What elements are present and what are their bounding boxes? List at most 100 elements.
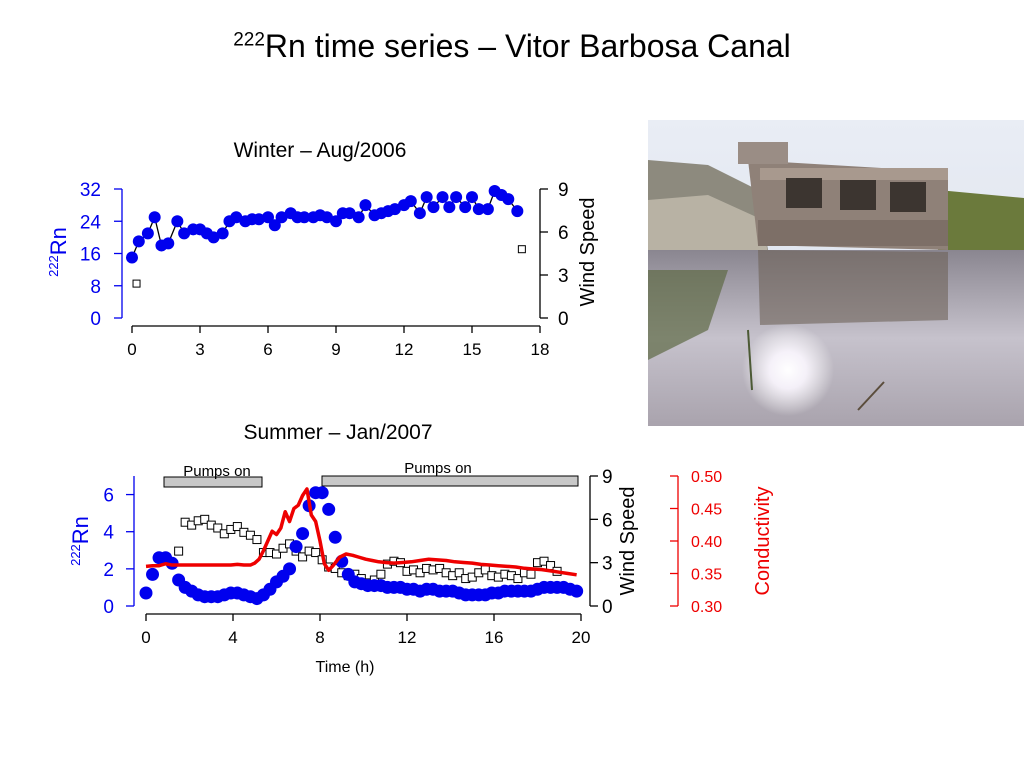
summer-left-tick-label: 4 [103, 523, 114, 544]
winter-rn-point [320, 211, 333, 224]
summer-left-ticks: 0 2 4 6 [103, 486, 134, 618]
winter-x-tick-label: 3 [195, 340, 204, 359]
winter-rn-point [148, 211, 161, 224]
conductivity-tick-label: 0.40 [691, 534, 722, 551]
winter-rn-point [126, 251, 138, 264]
photo-building-window-1 [786, 178, 822, 208]
winter-left-tick-label: 16 [80, 245, 101, 266]
conductivity-tick-label: 0.35 [691, 567, 722, 584]
summer-left-axis-label: 222Rn [68, 516, 93, 566]
summer-wind-series [174, 514, 562, 588]
winter-rn-point [268, 219, 281, 232]
summer-wind-point [200, 514, 210, 524]
winter-chart: Winter – Aug/2006 0 8 16 24 32 222Rn 0 3 6 9 Wi… [46, 139, 599, 359]
slide-title-text: Rn time series – Vitor Barbosa Canal [264, 28, 791, 64]
summer-rn-point [289, 540, 303, 554]
photo-building-window-3 [890, 182, 926, 212]
canal-pumping-station-photo [648, 120, 1024, 426]
summer-left-tick-label: 2 [103, 560, 114, 581]
winter-rn-point [359, 199, 372, 212]
summer-rn-point [283, 562, 297, 576]
winter-left-ticks: 0 8 16 24 32 [80, 180, 122, 330]
summer-x-ticks: 0 4 8 12 16 20 [141, 614, 590, 647]
summer-wind-point [213, 523, 223, 533]
winter-left-tick-label: 8 [90, 277, 101, 298]
photo-building-reflection [758, 250, 948, 325]
winter-wind-point [132, 279, 141, 288]
winter-rn-point [343, 207, 356, 220]
winter-rn-point [466, 191, 478, 204]
pumps-on-bar-2 [321, 475, 579, 487]
winter-left-axis-label-text: Rn [46, 227, 71, 255]
summer-wind-point [272, 549, 281, 559]
summer-rn-point [139, 586, 153, 600]
winter-rn-point [207, 231, 220, 244]
winter-right-tick-label: 3 [558, 266, 569, 287]
winter-x-tick-label: 9 [331, 340, 340, 359]
winter-rn-point [141, 227, 154, 240]
summer-wind-point [311, 548, 321, 558]
summer-left-axis-label-sup: 222 [68, 544, 83, 566]
pumps-on-label-1: Pumps on [183, 463, 251, 480]
winter-rn-point [132, 235, 145, 248]
photo-aquatic-plants [648, 270, 728, 360]
winter-x-tick-label: 6 [263, 340, 272, 359]
slide-title: 222Rn time series – Vitor Barbosa Canal [0, 28, 1024, 65]
summer-rn-point [570, 584, 584, 598]
summer-wind-point [376, 569, 386, 579]
winter-x-tick-label: 15 [463, 340, 482, 359]
winter-right-tick-label: 9 [558, 180, 569, 201]
summer-rn-series [139, 486, 584, 606]
winter-rn-point [413, 207, 426, 220]
photo-building-base [758, 220, 948, 246]
summer-right-ticks: 0 3 6 9 [590, 467, 613, 618]
winter-rn-point [420, 191, 433, 204]
summer-right-tick-label: 3 [602, 554, 613, 575]
summer-conductivity-series [145, 487, 577, 577]
winter-rn-point [178, 227, 191, 240]
winter-wind-point [517, 245, 526, 254]
winter-rn-point [275, 211, 288, 224]
summer-rn-point [146, 567, 160, 581]
pumps-on-label-2: Pumps on [404, 460, 472, 477]
summer-right-tick-label: 0 [602, 597, 613, 618]
conductivity-ticks: 0.30 0.35 0.40 0.45 0.50 [670, 469, 722, 616]
photo-building-window-2 [840, 180, 876, 210]
summer-left-axis-label-text: Rn [68, 516, 93, 544]
winter-left-axis-label: 222Rn [46, 227, 71, 277]
winter-left-tick-label: 32 [80, 180, 101, 201]
winter-rn-point [388, 203, 401, 216]
winter-x-tick-label: 18 [531, 340, 550, 359]
photo-branch [857, 381, 885, 411]
photo-grass-right [938, 190, 1024, 260]
summer-rn-point [315, 486, 329, 500]
summer-x-tick-label: 20 [572, 628, 591, 647]
photo-reed [747, 329, 753, 391]
winter-x-tick-label: 12 [395, 340, 414, 359]
summer-rn-point [322, 502, 336, 516]
summer-right-axis-label: Wind Speed [617, 487, 639, 596]
pumps-on-bar-1 [163, 476, 263, 488]
winter-rn-point [298, 211, 311, 224]
winter-rn-point [472, 203, 485, 216]
winter-right-axis-label: Wind Speed [577, 198, 599, 307]
summer-left-tick-label: 6 [103, 486, 114, 507]
winter-rn-point [171, 215, 184, 228]
winter-right-tick-label: 6 [558, 223, 569, 244]
photo-sun-reflection [742, 324, 834, 416]
winter-rn-point [436, 191, 449, 204]
conductivity-line [145, 487, 577, 577]
summer-wind-point [174, 546, 184, 556]
summer-chart-title: Summer – Jan/2007 [243, 421, 432, 444]
winter-rn-point [330, 215, 342, 228]
winter-rn-point [252, 213, 265, 226]
winter-rn-point [502, 193, 515, 206]
winter-chart-title: Winter – Aug/2006 [234, 139, 407, 162]
summer-x-tick-label: 4 [228, 628, 237, 647]
summer-x-tick-label: 0 [141, 628, 150, 647]
summer-wind-point [526, 569, 536, 579]
winter-rn-point [450, 191, 463, 204]
winter-rn-point [481, 203, 494, 216]
winter-rn-series [126, 185, 524, 264]
photo-building-roof [760, 168, 948, 180]
